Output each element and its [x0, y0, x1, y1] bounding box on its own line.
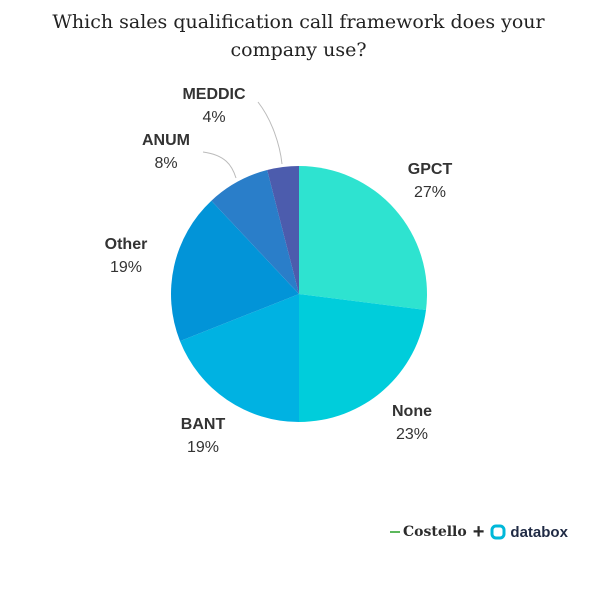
slice-value-other: 19% — [110, 259, 142, 276]
leader-line-anum — [202, 151, 237, 179]
databox-icon — [490, 524, 506, 540]
leader-lines — [202, 101, 283, 179]
slice-value-anum: 8% — [154, 155, 177, 172]
slice-label-anum: ANUM — [142, 132, 190, 149]
slice-labels: GPCT 27% None 23% BANT 19% Other 19% ANUM 8% MEDDI… — [105, 86, 453, 456]
slice-label-none: None — [392, 403, 432, 420]
slice-label-other: Other — [105, 236, 148, 253]
pie-slice-meddic[interactable] — [267, 166, 299, 294]
slice-value-meddic: 4% — [202, 109, 225, 126]
pie-slice-other[interactable] — [171, 200, 299, 342]
slice-value-none: 23% — [396, 426, 428, 443]
databox-text: databox — [510, 523, 568, 541]
slice-label-bant: BANT — [181, 416, 226, 433]
databox-logo: databox — [490, 524, 568, 541]
pie-slice-bant[interactable] — [179, 294, 299, 422]
slice-label-gpct: GPCT — [408, 161, 453, 178]
chart-title: Which sales qualification call framework… — [52, 11, 545, 61]
costello-logo: Costello — [390, 524, 467, 540]
pie-slices — [171, 166, 427, 422]
slice-label-meddic: MEDDIC — [182, 86, 246, 103]
leader-line-meddic — [257, 101, 283, 165]
costello-text: Costello — [403, 524, 467, 540]
footer-branding: Costello + databox — [390, 522, 568, 542]
pie-slice-gpct[interactable] — [299, 166, 427, 311]
costello-dash-icon — [390, 531, 400, 533]
slice-value-gpct: 27% — [414, 184, 446, 201]
pie-slice-none[interactable] — [299, 294, 426, 422]
plus-sign: + — [472, 521, 485, 543]
pie-slice-anum[interactable] — [211, 170, 299, 294]
slice-value-bant: 19% — [187, 439, 219, 456]
